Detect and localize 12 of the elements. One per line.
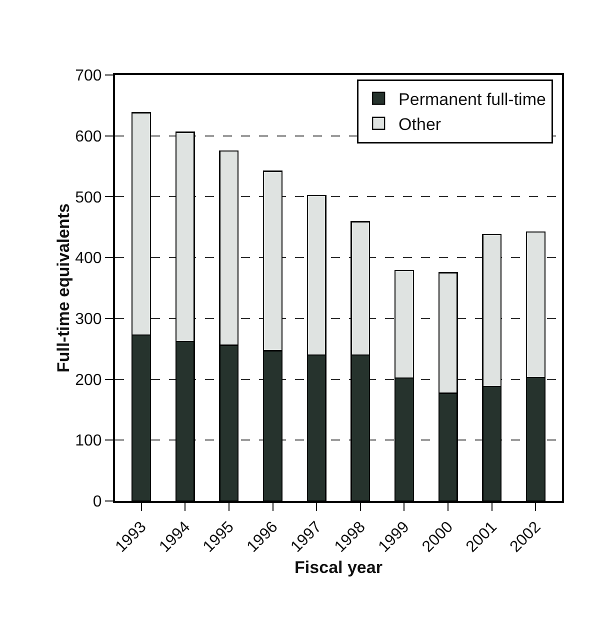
y-tick-label: 500 <box>75 189 102 206</box>
y-tick-label: 700 <box>75 68 102 85</box>
legend-label: Permanent full-time <box>398 90 546 109</box>
y-tick-label: 400 <box>75 250 102 268</box>
legend-label: Other <box>398 115 442 134</box>
y-tick-label: 300 <box>75 311 102 328</box>
y-axis-title: Full-time equivalents <box>54 203 74 373</box>
y-tick-label: 600 <box>75 128 102 146</box>
y-tick-label: 100 <box>75 432 102 450</box>
y-tick-label: 200 <box>75 372 102 389</box>
x-axis-title: Fiscal year <box>294 558 383 577</box>
y-tick-label: 0 <box>92 494 102 511</box>
